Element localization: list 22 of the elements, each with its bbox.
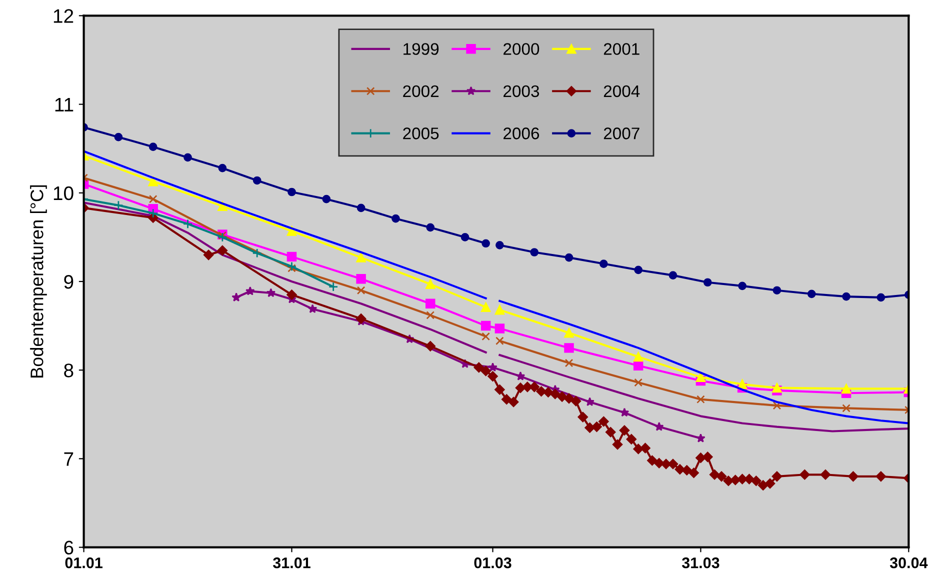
y-tick-label: 9 xyxy=(64,274,74,289)
legend-label: 2007 xyxy=(604,128,640,140)
y-tick-label: 10 xyxy=(54,186,74,200)
y-tick-label: 6 xyxy=(64,540,74,555)
y-tick-label: 12 xyxy=(54,9,74,23)
y-tick-label: 7 xyxy=(64,452,74,466)
legend-label: 1999 xyxy=(404,43,439,55)
y-tick-label: 11 xyxy=(55,98,74,112)
legend-label: 2000 xyxy=(504,43,540,55)
legend-label: 2004 xyxy=(604,85,640,98)
legend-label: 2001 xyxy=(604,43,640,55)
legend-label: 2006 xyxy=(504,128,540,140)
legend-label: 2005 xyxy=(403,128,439,140)
x-tick-label: 31.03 xyxy=(682,557,720,568)
x-tick-label: 31.01 xyxy=(272,557,310,568)
legend-label: 2002 xyxy=(403,85,439,98)
legend-label: 2003 xyxy=(504,85,540,98)
x-tick-label: 01.01 xyxy=(65,557,102,568)
y-tick-label: 8 xyxy=(64,364,74,378)
x-tick-label: 01.03 xyxy=(474,557,512,568)
y-axis-title: Bodentemperaturen [°C] xyxy=(30,185,47,378)
x-tick-label: 30.04 xyxy=(890,557,928,568)
